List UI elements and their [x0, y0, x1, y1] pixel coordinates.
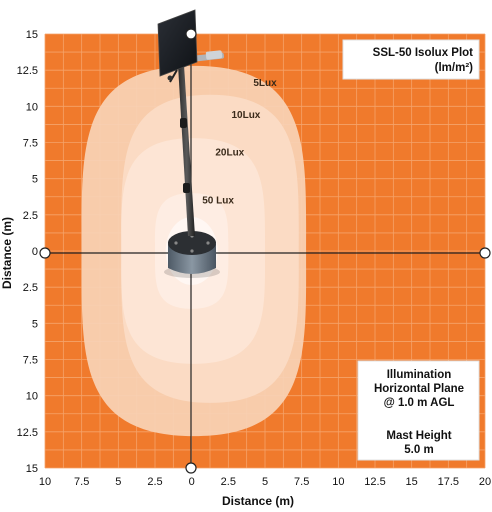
annotation-line-2: Horizontal Plane — [374, 383, 464, 395]
x-tick-label: 17.5 — [438, 476, 459, 488]
y-axis-title: Distance (m) — [0, 217, 14, 289]
contour-label: 10Lux — [231, 110, 260, 121]
x-tick-label: 2.5 — [147, 476, 162, 488]
y-tick-label: 12.5 — [17, 65, 38, 77]
annotation-line-1: Illumination — [387, 369, 452, 381]
axis-end-marker-right — [479, 247, 491, 259]
bolt — [206, 241, 210, 245]
x-tick-label: 10 — [332, 476, 344, 488]
y-tick-label: 2.5 — [23, 282, 38, 294]
x-axis-title: Distance (m) — [222, 494, 294, 508]
solar-panel — [157, 9, 198, 77]
bolt — [174, 241, 178, 245]
y-tick-label: 2.5 — [23, 210, 38, 222]
mast-joint — [180, 118, 187, 128]
chart-title: SSL-50 Isolux Plot — [373, 47, 473, 59]
y-tick-label: 15 — [26, 29, 38, 41]
lamp-cap — [205, 50, 223, 60]
mast-joint — [183, 183, 190, 193]
axis-end-marker-bottom — [185, 462, 197, 474]
x-tick-label: 7.5 — [74, 476, 89, 488]
x-tick-label: 12.5 — [364, 476, 385, 488]
annotation-box — [357, 360, 480, 461]
annotation-line-5: 5.0 m — [404, 444, 433, 456]
x-tick-label: 10 — [39, 476, 51, 488]
axis-ticks: 10 7.5 5 2.5 0 2.5 5 7.5 10 12.5 15 17.5 20 15 12.5 10 7… — [17, 29, 492, 488]
contour-label: 50 Lux — [202, 195, 234, 206]
mast-pole — [178, 65, 195, 236]
axis-end-marker-top — [185, 28, 197, 40]
annotation-line-4: Mast Height — [386, 430, 451, 442]
contour-labels: 5Lux 10Lux 20Lux 50 Lux — [202, 78, 277, 206]
streetlight-illustration — [157, 9, 224, 278]
contour-label: 5Lux — [253, 78, 277, 89]
y-tick-label: 5 — [32, 174, 38, 186]
y-tick-label: 0 — [32, 246, 38, 258]
y-tick-label: 7.5 — [23, 355, 38, 367]
axis-end-marker-left — [39, 247, 51, 259]
y-tick-label: 7.5 — [23, 138, 38, 150]
y-tick-label: 15 — [26, 463, 38, 475]
y-tick-label: 10 — [26, 101, 38, 113]
x-tick-label: 7.5 — [294, 476, 309, 488]
y-tick-label: 5 — [32, 318, 38, 330]
y-tick-label: 12.5 — [17, 427, 38, 439]
x-tick-label: 0 — [189, 476, 195, 488]
x-tick-label: 5 — [262, 476, 268, 488]
contour-label: 20Lux — [215, 148, 244, 159]
x-tick-label: 5 — [115, 476, 121, 488]
x-tick-label: 15 — [406, 476, 418, 488]
title-box — [342, 39, 480, 80]
chart-subtitle: (lm/m²) — [435, 62, 474, 74]
pole-base-top — [168, 231, 216, 255]
bracket-mount — [167, 75, 173, 81]
x-tick-label: 20 — [479, 476, 491, 488]
x-tick-label: 2.5 — [221, 476, 236, 488]
annotation-line-3: @ 1.0 m AGL — [384, 397, 455, 409]
bolt — [190, 249, 194, 253]
y-tick-label: 10 — [26, 391, 38, 403]
